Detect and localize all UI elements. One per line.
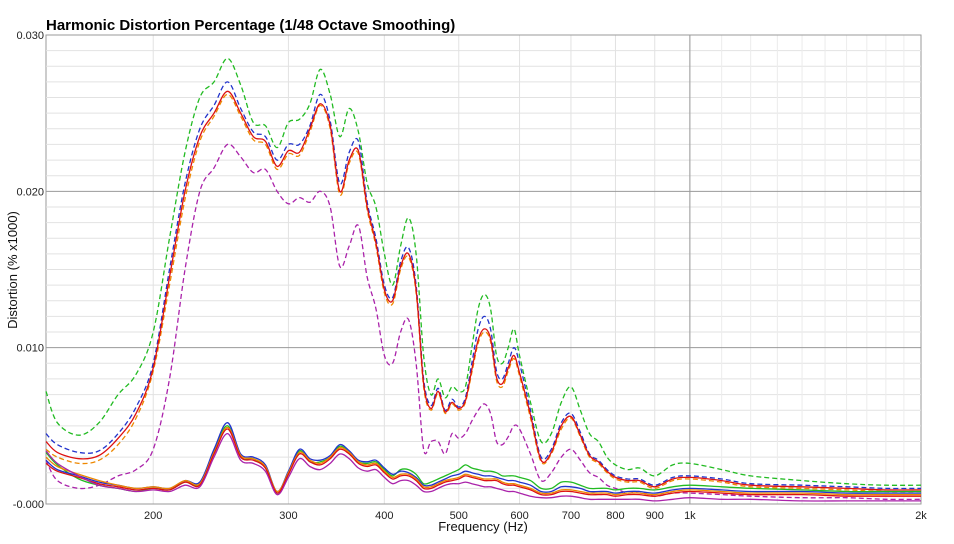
- series-line-3: [45, 93, 922, 493]
- x-tick-label: 300: [279, 510, 297, 522]
- x-tick-label: 200: [144, 510, 162, 522]
- series-line-10: [45, 432, 921, 502]
- x-tick-label: 800: [606, 510, 624, 522]
- series-line-6: [45, 425, 921, 494]
- series-line-4: [45, 90, 922, 491]
- x-tick-label: 500: [450, 510, 468, 522]
- y-tick-labels: -0.000 0.010 0.020 0.030: [13, 30, 44, 511]
- y-axis-label: Distortion (% x1000): [5, 211, 20, 329]
- x-tick-label: 400: [375, 510, 393, 522]
- series-line-1: [45, 57, 922, 486]
- grid-major: [46, 34, 921, 505]
- x-axis-label: Frequency (Hz): [438, 519, 528, 534]
- x-tick-label: 1k: [684, 510, 696, 522]
- series-line-7: [45, 422, 921, 494]
- y-tick-label: 0.010: [16, 343, 44, 355]
- chart-title: Harmonic Distortion Percentage (1/48 Oct…: [46, 17, 455, 34]
- series-line-9: [45, 428, 921, 497]
- x-tick-label: 600: [510, 510, 528, 522]
- series-line-8: [45, 426, 921, 496]
- y-tick-label: 0.020: [16, 186, 44, 198]
- x-tick-labels: 200 300 400 500 600 700 800 900 1k 2k: [144, 510, 927, 522]
- x-tick-label: 2k: [915, 510, 927, 522]
- series-line-5: [45, 143, 922, 501]
- x-tick-label: 900: [646, 510, 664, 522]
- x-tick-label: 700: [562, 510, 580, 522]
- y-tick-label: -0.000: [13, 499, 44, 511]
- y-tick-label: 0.030: [16, 30, 44, 42]
- series-line-2: [45, 81, 922, 490]
- series-layer: [45, 57, 922, 502]
